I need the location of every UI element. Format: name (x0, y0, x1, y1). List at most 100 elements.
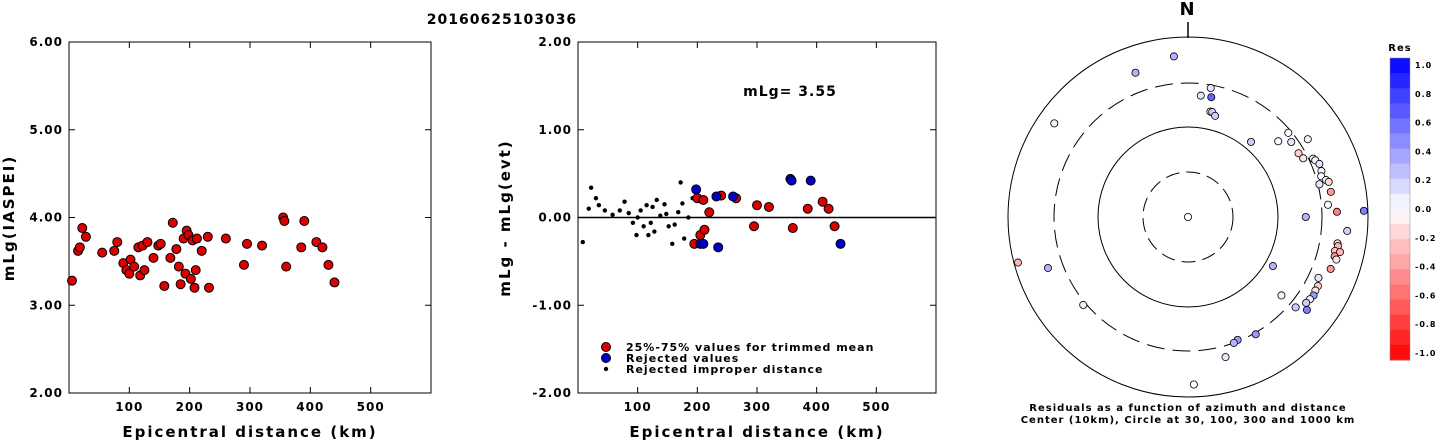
station-residual-point (1291, 303, 1300, 312)
station-magnitude-point (241, 238, 252, 249)
rejected-distance-point (622, 199, 627, 204)
rejected-distance-point (658, 213, 663, 218)
rejected-value-point (691, 184, 702, 195)
rejected-distance-point (630, 220, 636, 225)
station-residual-point (1268, 262, 1277, 271)
station-residual-point (1050, 119, 1059, 128)
rejected-value-point (698, 238, 709, 249)
polar-caption-line-2: Center (10km), Circle at 30, 100, 300 an… (1021, 415, 1356, 426)
rejected-distance-point (664, 211, 669, 217)
north-label: N (1179, 0, 1196, 20)
figure-title: 20160625103036 (427, 12, 577, 28)
station-magnitude-point (171, 244, 182, 255)
station-residual-point (1332, 207, 1341, 216)
station-residual-point (1043, 263, 1052, 272)
station-residual-point (1247, 137, 1256, 146)
plot1-x-tick-label: 400 (296, 400, 324, 414)
station-magnitude-point (167, 217, 178, 228)
colorbar-cell (1390, 103, 1410, 119)
trimmed-mean-point (752, 200, 762, 211)
colorbar-cell (1390, 118, 1410, 134)
station-residual-point (1336, 248, 1345, 257)
station-magnitude-point (124, 268, 135, 279)
station-residual-point (1284, 128, 1293, 137)
colorbar-cell (1390, 329, 1410, 346)
station-residual-point (1196, 91, 1205, 100)
rejected-distance-point (617, 208, 622, 213)
station-magnitude-point (109, 245, 120, 256)
trimmed-mean-point (698, 194, 709, 205)
colorbar-tick-label: 0.2 (1415, 176, 1432, 185)
colorbar-tick-label: -1.0 (1415, 349, 1437, 358)
plot2-y-tick-label: 2.00 (538, 35, 572, 49)
station-magnitude-point (317, 242, 328, 253)
rejected-distance-point (666, 224, 671, 229)
colorbar-cell (1390, 224, 1410, 240)
magnitude-annotation: mLg= 3.55 (743, 84, 837, 100)
plot1-x-tick-label: 300 (236, 400, 264, 414)
station-residual-point (1323, 200, 1332, 209)
station-residual-point (1315, 180, 1324, 189)
plot2-legend: 25%-75% values for trimmed meanRejected … (601, 341, 874, 376)
colorbar-tick-label: 0.4 (1415, 147, 1432, 156)
station-magnitude-point (238, 259, 249, 270)
plot1-x-axis-label: Epicentral distance (km) (122, 423, 377, 441)
outer-circle-1000km (1007, 36, 1369, 398)
station-magnitude-point (279, 216, 290, 227)
colorbar-tick-label: -0.4 (1415, 263, 1437, 272)
station-residual-point (1326, 264, 1335, 273)
station-magnitude-point (190, 265, 201, 276)
station-magnitude-point (203, 282, 214, 293)
rejected-distance-point (678, 180, 683, 185)
station-residual-point (1274, 137, 1283, 146)
legend-label: Rejected values (626, 352, 739, 365)
rejected-distance-point (588, 185, 594, 190)
circle-30km (1142, 171, 1234, 263)
station-magnitude-point (142, 237, 153, 248)
rejected-distance-point (586, 206, 591, 211)
legend-label: Rejected improper distance (626, 363, 823, 376)
rejected-distance-point (602, 208, 608, 213)
station-magnitude-point (165, 252, 176, 263)
station-residual-point (1359, 206, 1368, 215)
rejected-value-point (805, 175, 816, 186)
legend-marker-rejected-distance (603, 366, 609, 372)
station-magnitude-point (139, 265, 150, 276)
station-magnitude-point (155, 238, 166, 249)
plot1-y-tick-label: 5.00 (29, 123, 63, 137)
station-residual-point (1303, 135, 1312, 144)
colorbar-cell (1390, 344, 1410, 361)
rejected-distance-point (670, 241, 675, 247)
circle-300km (1053, 82, 1323, 352)
station-residual-point (1299, 154, 1308, 163)
plot1-y-tick-label: 6.00 (29, 35, 63, 49)
colorbar-cell (1390, 209, 1410, 225)
residual-colorbar: Res 1.0 0.8 0.6 0.4 0.2 0.0 -0.2 -0.4 -0.6 -0.8 -1… (1388, 43, 1436, 361)
plot2-x-axis-label: Epicentral distance (km) (629, 423, 884, 441)
station-magnitude-point (159, 280, 170, 291)
plot1-y-tick-label: 2.00 (29, 386, 63, 400)
station-residual-point (1184, 212, 1193, 221)
rejected-value-point (835, 238, 846, 249)
station-residual-point (1169, 52, 1178, 61)
station-residual-point (1206, 84, 1215, 93)
trimmed-mean-point (823, 203, 834, 214)
rejected-distance-point (676, 210, 681, 215)
trimmed-mean-point (749, 221, 760, 232)
rejected-distance-point (641, 224, 646, 229)
station-magnitude-point (299, 216, 310, 227)
legend-label: 25%-75% values for trimmed mean (626, 341, 874, 354)
rejected-value-point (711, 191, 722, 202)
station-residual-point (1343, 226, 1352, 235)
colorbar-tick-label: 1.0 (1415, 61, 1432, 70)
rejected-distance-point (662, 202, 667, 207)
station-magnitude-point (67, 275, 78, 286)
station-magnitude-point (191, 233, 202, 244)
station-magnitude-point (202, 231, 213, 242)
colorbar-tick-label: 0.0 (1415, 205, 1432, 214)
trimmed-mean-point (787, 223, 798, 234)
colorbar-frame (1389, 57, 1411, 361)
polar-caption-line-1: Residuals as a function of azimuth and d… (1029, 403, 1346, 414)
station-residual-point (1221, 353, 1230, 362)
